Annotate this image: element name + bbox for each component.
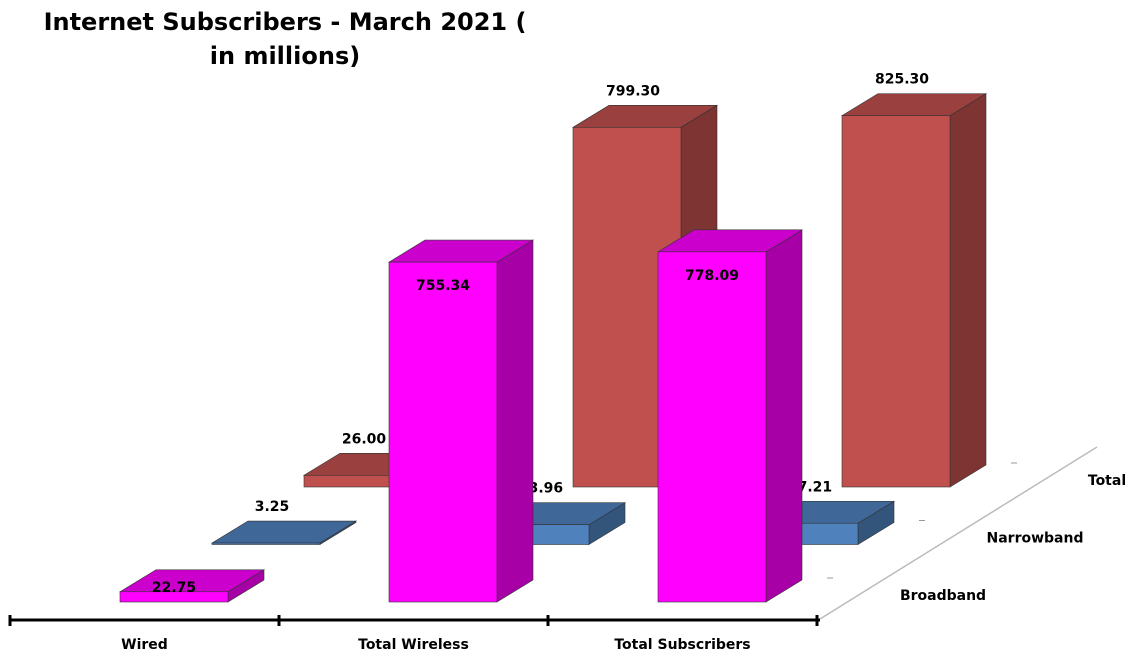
value-label: 755.34 xyxy=(416,278,470,294)
bar xyxy=(840,93,988,488)
x-tick-label: Total Wireless xyxy=(358,637,469,653)
value-label: 825.30 xyxy=(875,72,929,88)
bar-side xyxy=(765,229,803,603)
bar-side xyxy=(496,239,534,603)
value-label: 799.30 xyxy=(606,83,660,99)
bar-front xyxy=(211,542,321,545)
bar-front xyxy=(657,251,767,603)
value-label: 778.09 xyxy=(685,268,739,284)
bar xyxy=(387,239,535,603)
bar-top xyxy=(210,520,358,544)
value-label: 22.75 xyxy=(152,580,196,596)
value-label: 3.25 xyxy=(255,499,290,515)
legend-label: Total xyxy=(1088,473,1126,489)
bar-side xyxy=(949,93,987,488)
x-tick-label: Total Subscribers xyxy=(614,637,750,653)
value-label: 26.00 xyxy=(342,431,387,447)
legend-label: Narrowband xyxy=(987,531,1084,547)
x-tick-label: Wired xyxy=(121,637,168,653)
bar xyxy=(656,229,804,603)
bar xyxy=(210,520,358,546)
depth-axis xyxy=(819,446,1098,620)
bar-front xyxy=(119,591,229,603)
bar-front xyxy=(841,115,951,488)
chart-title: Internet Subscribers - March 2021 ( in m… xyxy=(43,8,527,70)
legend-label: Broadband xyxy=(900,588,986,604)
bar-front xyxy=(388,261,498,603)
bar xyxy=(118,569,266,603)
